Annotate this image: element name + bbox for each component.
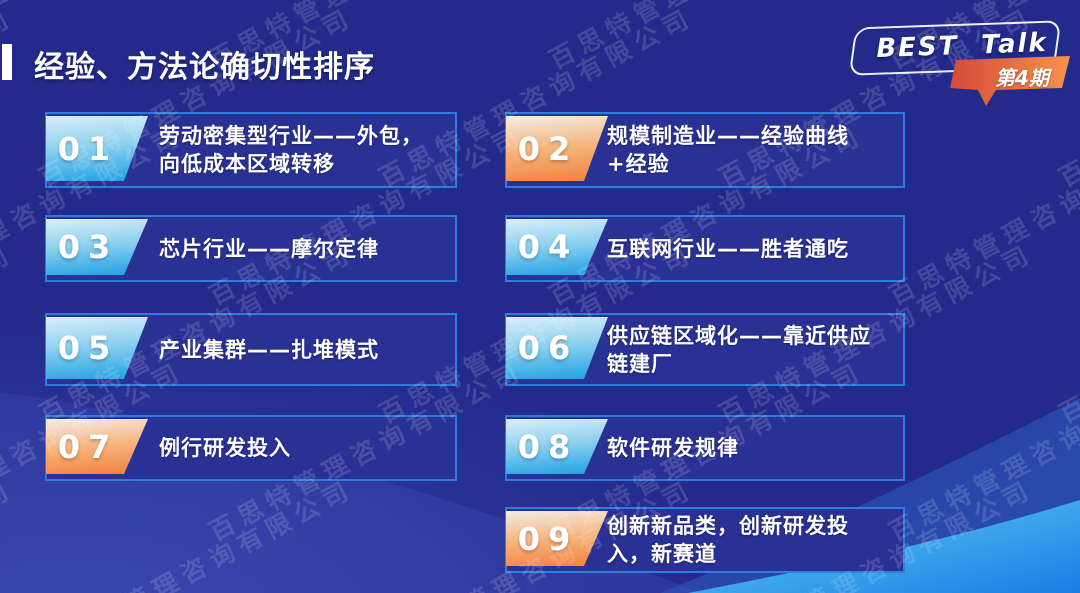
item-number: 07	[57, 427, 119, 466]
page-title: 经验、方法论确切性排序	[34, 50, 375, 85]
item-number-badge: 04	[506, 219, 608, 275]
item-text: 创新新品类，创新研发投入，新赛道	[607, 514, 849, 566]
item-number: 05	[57, 329, 119, 367]
item-text: 供应链区域化——靠近供应链建厂	[607, 323, 871, 376]
bg-right-cyan-wave	[688, 500, 1080, 593]
item-number-badge: 08	[506, 419, 608, 474]
item-number-badge: 07	[46, 419, 148, 474]
item-number-badge: 03	[46, 219, 148, 275]
list-item: 09 创新新品类，创新研发投入，新赛道	[505, 507, 905, 573]
list-item: 01 劳动密集型行业——外包，向低成本区域转移	[45, 112, 457, 188]
logo-edition-text: 第4期	[995, 66, 1049, 90]
item-number: 06	[517, 329, 579, 367]
item-number: 04	[517, 228, 579, 266]
item-text: 例行研发投入	[159, 436, 291, 460]
best-talk-logo: BEST Talk 第4期	[848, 20, 1072, 106]
list-item: 07 例行研发投入	[45, 415, 457, 481]
ribbon-shape-icon	[950, 56, 1070, 106]
item-number: 01	[57, 129, 119, 168]
item-text: 劳动密集型行业——外包，向低成本区域转移	[159, 124, 423, 176]
logo-edition-ribbon: 第4期	[940, 56, 1070, 106]
item-text: 产业集群——扎堆模式	[159, 337, 379, 362]
list-item: 04 互联网行业——胜者通吃	[505, 215, 905, 282]
item-text: 互联网行业——胜者通吃	[607, 236, 849, 261]
list-item: 02 规模制造业——经验曲线+经验	[505, 112, 905, 188]
item-number: 03	[57, 228, 119, 266]
item-number-badge: 02	[506, 116, 608, 181]
item-number: 09	[517, 519, 579, 558]
item-number: 02	[517, 129, 579, 168]
list-item: 06 供应链区域化——靠近供应链建厂	[505, 313, 905, 386]
item-text: 软件研发规律	[607, 436, 739, 460]
list-item: 08 软件研发规律	[505, 415, 905, 481]
item-text: 规模制造业——经验曲线+经验	[607, 124, 849, 176]
title-accent-bar	[2, 44, 12, 80]
list-item: 03 芯片行业——摩尔定律	[45, 215, 457, 282]
item-text: 芯片行业——摩尔定律	[159, 236, 379, 261]
item-number: 08	[517, 427, 579, 466]
item-number-badge: 05	[46, 317, 148, 379]
list-item: 05 产业集群——扎堆模式	[45, 313, 457, 386]
